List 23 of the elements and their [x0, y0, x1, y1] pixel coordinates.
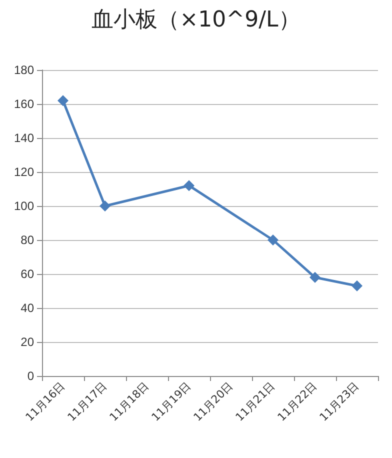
x-tick-label: 11月22日 — [275, 379, 320, 424]
point — [310, 272, 320, 283]
x-tick-label: 11月18日 — [107, 379, 152, 424]
y-tick-label: 120 — [14, 165, 34, 179]
x-tick-label: 11月19日 — [149, 379, 194, 424]
point — [352, 280, 362, 292]
y-tick-label: 20 — [20, 335, 34, 349]
y-tick-label: 80 — [20, 233, 34, 247]
y-tick-label: 180 — [14, 63, 34, 77]
x-tick-label: 11月17日 — [65, 379, 110, 424]
y-tick-label: 100 — [14, 199, 34, 213]
y-tick-label: 160 — [14, 97, 34, 111]
y-tick-label: 140 — [14, 131, 34, 145]
point — [58, 95, 68, 106]
y-tick-label: 60 — [20, 267, 34, 281]
point — [268, 234, 278, 246]
x-tick-label: 11月21日 — [233, 379, 278, 424]
chart-title: 血小板（×10^9/L） — [92, 8, 300, 32]
y-tick-label: 40 — [20, 301, 34, 315]
point — [100, 200, 110, 212]
x-tick-label: 11月20日 — [191, 379, 236, 424]
point — [184, 180, 194, 192]
x-tick-label: 11月23日 — [317, 379, 362, 424]
